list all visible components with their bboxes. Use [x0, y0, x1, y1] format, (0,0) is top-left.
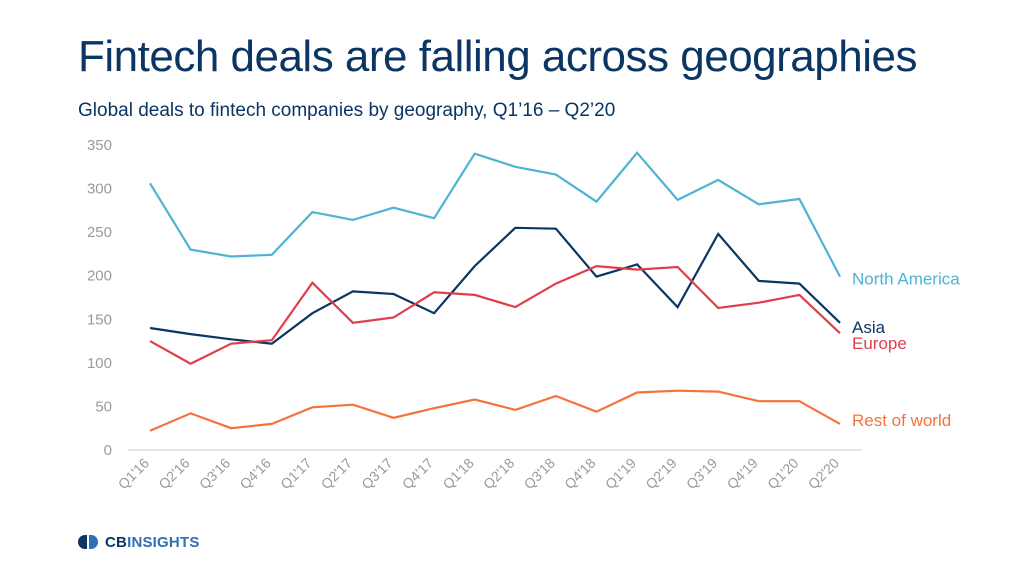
chart-title: Fintech deals are falling across geograp… — [78, 32, 917, 81]
x-tick-label: Q2'18 — [480, 455, 518, 493]
cb-insights-logo: CBINSIGHTS — [78, 530, 200, 554]
x-tick-label: Q3'17 — [358, 455, 396, 493]
x-tick-label: Q3'19 — [683, 455, 721, 493]
x-tick-label: Q2'20 — [805, 455, 843, 493]
series-label-europe: Europe — [852, 334, 907, 353]
series-line-europe — [149, 264, 841, 365]
series-line-asia — [149, 226, 841, 345]
logo-text-cb: CB — [105, 533, 128, 551]
x-tick-label: Q2'17 — [318, 455, 356, 493]
series-label-rest-of-world: Rest of world — [852, 411, 951, 430]
x-tick-label: Q3'16 — [196, 455, 234, 493]
y-tick-label: 250 — [87, 224, 112, 241]
x-tick-label: Q2'16 — [155, 455, 193, 493]
cb-insights-logo-icon — [78, 535, 100, 549]
y-tick-label: 0 — [104, 442, 112, 459]
x-tick-label: Q2'19 — [642, 455, 680, 493]
y-tick-label: 150 — [87, 311, 112, 328]
y-tick-label: 100 — [87, 355, 112, 372]
x-tick-label: Q1'17 — [277, 455, 315, 493]
x-tick-label: Q3'18 — [521, 455, 559, 493]
y-tick-label: 300 — [87, 181, 112, 198]
x-tick-label: Q4'18 — [561, 455, 599, 493]
logo-text-insights: INSIGHTS — [127, 533, 200, 551]
series-line-rest-of-world — [149, 389, 841, 432]
y-tick-label: 200 — [87, 268, 112, 285]
y-tick-label: 350 — [87, 137, 112, 154]
x-tick-label: Q1'16 — [115, 455, 153, 493]
series-label-asia: Asia — [852, 318, 886, 337]
chart-subtitle: Global deals to fintech companies by geo… — [78, 100, 616, 121]
x-tick-label: Q4'19 — [724, 455, 762, 493]
series-line-north-america — [149, 151, 841, 278]
y-tick-label: 50 — [95, 398, 112, 415]
series-label-north-america: North America — [852, 270, 960, 289]
x-tick-label: Q1'18 — [439, 455, 477, 493]
x-tick-label: Q1'19 — [602, 455, 640, 493]
x-tick-label: Q4'17 — [399, 455, 437, 493]
x-tick-label: Q1'20 — [764, 455, 802, 493]
x-tick-label: Q4'16 — [236, 455, 274, 493]
